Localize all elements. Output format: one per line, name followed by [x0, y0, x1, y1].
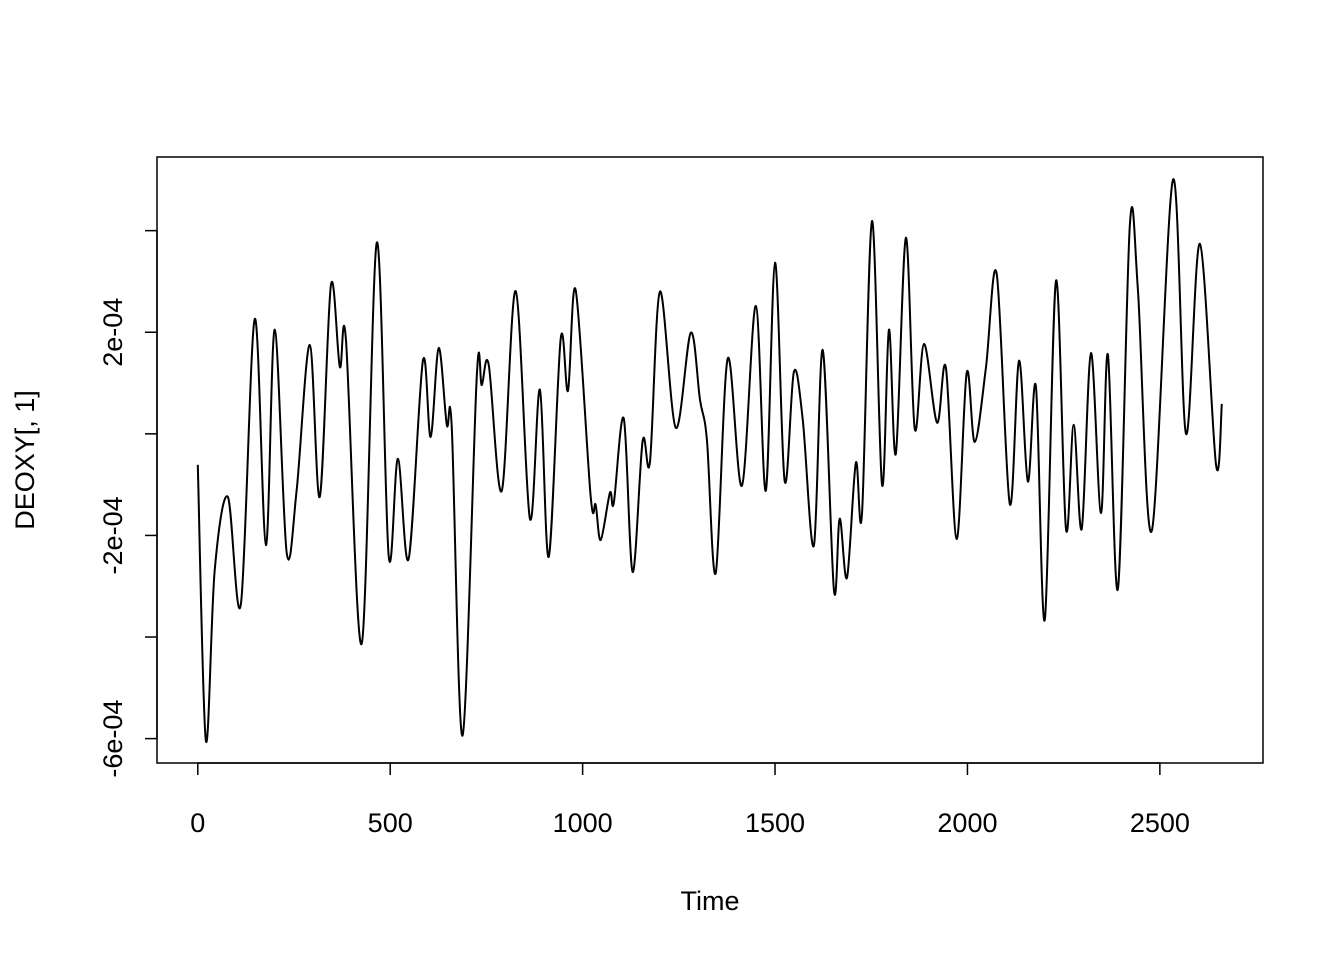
x-axis-label: Time — [681, 886, 740, 916]
x-tick-label: 0 — [190, 808, 205, 838]
x-tick-label: 2000 — [937, 808, 997, 838]
x-tick-label: 500 — [368, 808, 413, 838]
y-tick-label: -6e-04 — [98, 700, 128, 778]
y-tick-label: 2e-04 — [98, 298, 128, 367]
y-axis-label: DEOXY[, 1] — [10, 390, 40, 530]
y-tick-label: -2e-04 — [98, 496, 128, 574]
x-tick-label: 1000 — [553, 808, 613, 838]
series-line — [196, 178, 1223, 744]
x-tick-label: 2500 — [1130, 808, 1190, 838]
x-tick-label: 1500 — [745, 808, 805, 838]
